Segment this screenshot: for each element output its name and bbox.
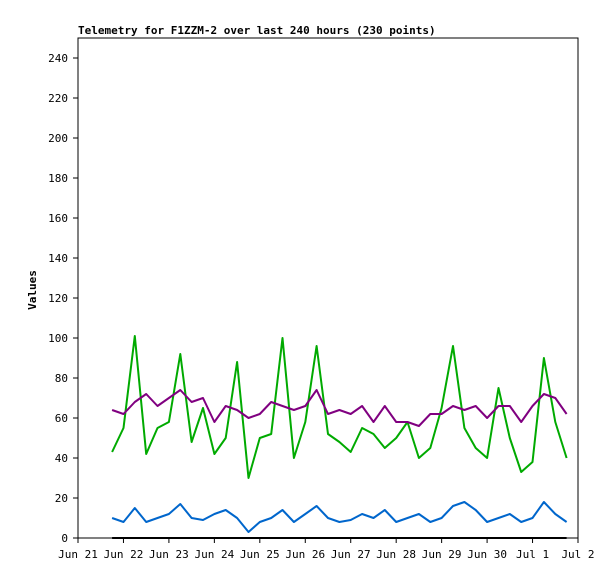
x-tick-label: Jun 22 — [104, 548, 144, 561]
y-tick-label: 60 — [55, 412, 68, 425]
y-tick-label: 120 — [48, 292, 68, 305]
y-tick-label: 40 — [55, 452, 68, 465]
series-layer — [111, 335, 568, 539]
x-tick-label: Jun 30 — [467, 548, 507, 561]
y-tick-label: 240 — [48, 52, 68, 65]
series-line-3 — [111, 501, 568, 533]
series-line-1 — [111, 335, 568, 479]
y-tick-label: 140 — [48, 252, 68, 265]
y-tick-label: 220 — [48, 92, 68, 105]
x-tick-label: Jun 26 — [285, 548, 325, 561]
x-tick-label: Jun 25 — [240, 548, 280, 561]
x-tick-label: Jun 24 — [194, 548, 234, 561]
chart-title: Telemetry for F1ZZM-2 over last 240 hour… — [78, 24, 436, 37]
x-axis: Jun 21 Jun 22 Jun 23 Jun 24 Jun 25 Jun 26 Jun … — [58, 538, 595, 561]
y-tick-label: 180 — [48, 172, 68, 185]
y-tick-label: 0 — [61, 532, 68, 545]
y-tick-label: 20 — [55, 492, 68, 505]
x-tick-label: Jun 29 — [422, 548, 462, 561]
x-tick-label: Jun 28 — [376, 548, 416, 561]
x-tick-label: Jun 27 — [331, 548, 371, 561]
x-tick-label: Jul 2 — [561, 548, 594, 561]
x-tick-label: Jun 21 — [58, 548, 98, 561]
x-tick-label: Jul 1 — [516, 548, 549, 561]
y-tick-label: 160 — [48, 212, 68, 225]
y-tick-label: 100 — [48, 332, 68, 345]
y-tick-label: 80 — [55, 372, 68, 385]
y-tick-label: 200 — [48, 132, 68, 145]
y-axis-label: Values — [26, 270, 39, 310]
series-line-2 — [111, 389, 568, 427]
y-axis: 0 20 40 60 80 100 120 140 160 180 200 220 240 — [48, 52, 78, 545]
x-tick-label: Jun 23 — [149, 548, 189, 561]
